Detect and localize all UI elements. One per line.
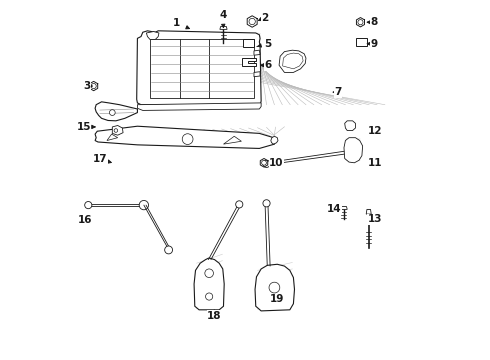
Circle shape: [205, 293, 213, 300]
Text: 8: 8: [370, 17, 378, 27]
Polygon shape: [112, 126, 123, 135]
Polygon shape: [242, 58, 256, 66]
Text: 4: 4: [220, 10, 227, 20]
Polygon shape: [279, 50, 306, 72]
Polygon shape: [223, 136, 242, 144]
Text: 18: 18: [207, 311, 222, 320]
Polygon shape: [255, 264, 294, 311]
Polygon shape: [340, 207, 347, 210]
Text: 1: 1: [173, 18, 180, 28]
Polygon shape: [344, 121, 355, 131]
Polygon shape: [271, 136, 278, 144]
Polygon shape: [243, 40, 254, 46]
Circle shape: [358, 20, 363, 25]
Polygon shape: [194, 258, 224, 310]
Text: 2: 2: [261, 13, 269, 23]
Circle shape: [263, 200, 270, 207]
Text: 11: 11: [368, 158, 382, 168]
Polygon shape: [344, 138, 363, 163]
Polygon shape: [137, 103, 261, 111]
Circle shape: [85, 202, 92, 209]
Circle shape: [91, 84, 96, 89]
Circle shape: [263, 160, 270, 167]
Polygon shape: [254, 50, 260, 55]
Circle shape: [205, 269, 214, 278]
Circle shape: [249, 18, 255, 24]
Polygon shape: [283, 53, 303, 69]
Circle shape: [114, 129, 118, 132]
Circle shape: [269, 282, 280, 293]
Circle shape: [182, 134, 193, 144]
Text: 14: 14: [327, 204, 341, 215]
Text: 10: 10: [270, 158, 284, 168]
Circle shape: [109, 110, 115, 116]
Text: 3: 3: [83, 81, 90, 91]
Polygon shape: [254, 72, 260, 77]
Text: 9: 9: [370, 39, 378, 49]
Polygon shape: [95, 102, 137, 121]
Text: 13: 13: [368, 215, 382, 224]
Text: 7: 7: [335, 87, 342, 97]
Circle shape: [139, 201, 148, 210]
Polygon shape: [95, 126, 275, 148]
Text: 15: 15: [76, 122, 91, 132]
Polygon shape: [150, 40, 254, 98]
Polygon shape: [107, 134, 118, 140]
Polygon shape: [147, 32, 159, 40]
Text: 5: 5: [265, 39, 272, 49]
Circle shape: [262, 161, 267, 165]
Polygon shape: [356, 39, 367, 45]
Polygon shape: [366, 210, 371, 214]
Polygon shape: [137, 31, 261, 107]
Circle shape: [165, 246, 172, 254]
Text: 12: 12: [368, 126, 382, 135]
Text: 6: 6: [265, 60, 272, 70]
Polygon shape: [220, 27, 227, 30]
Circle shape: [236, 201, 243, 208]
Text: 17: 17: [93, 154, 107, 164]
Text: 19: 19: [270, 294, 284, 304]
Text: 16: 16: [77, 215, 92, 225]
